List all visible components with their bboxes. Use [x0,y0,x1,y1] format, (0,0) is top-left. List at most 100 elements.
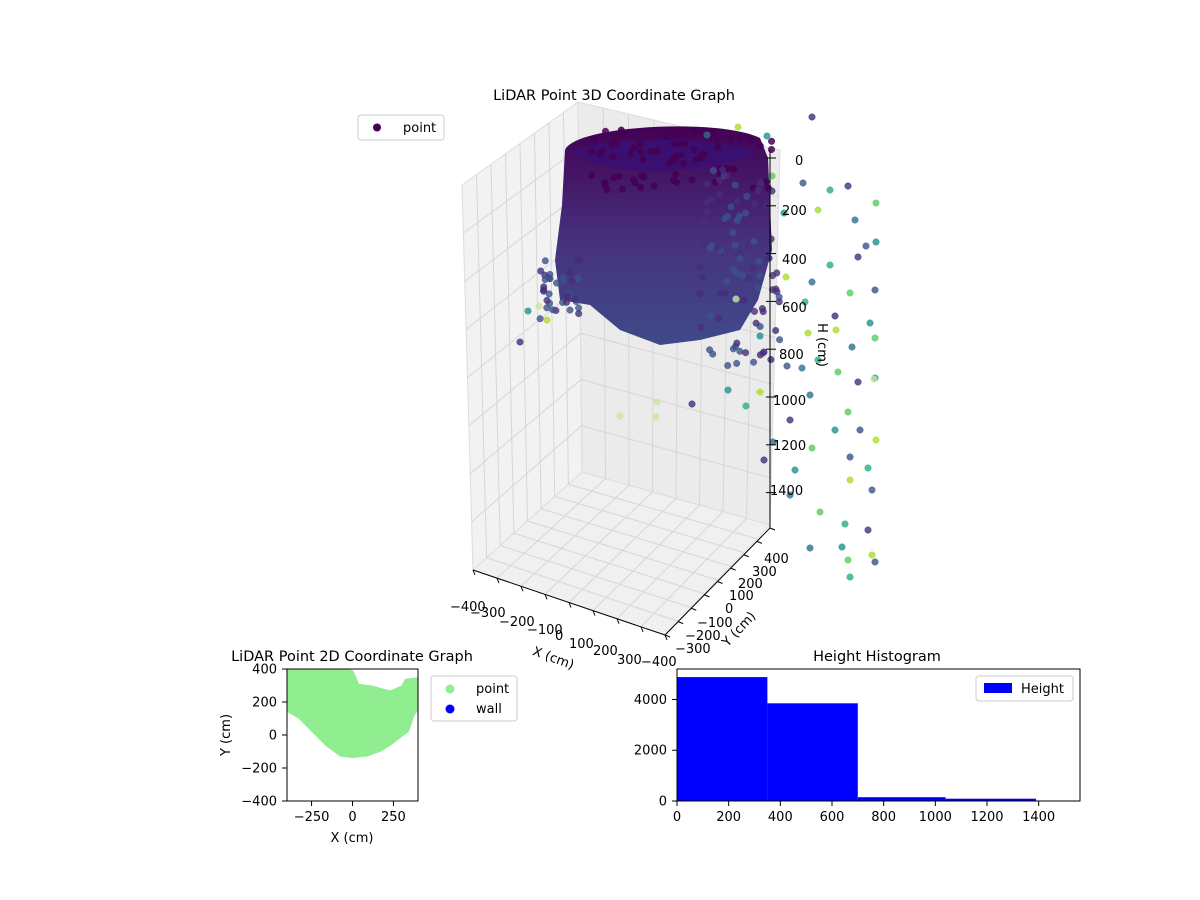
axes-frame-histogram [676,668,1081,802]
legend-label-point: point [403,121,436,136]
point-marker [750,307,759,315]
point-marker [767,235,775,243]
point-marker [871,334,879,342]
point-marker [742,209,750,217]
tick-mark [704,594,710,598]
legend-label-point: point [476,682,509,697]
point-marker [844,408,852,416]
point-marker [603,185,611,193]
point-marker [736,255,744,263]
point-marker [709,167,717,175]
point-marker [846,453,854,461]
point-marker [806,544,814,552]
point-marker [715,314,723,322]
point-marker [610,174,618,182]
y-tick: −200 [241,762,277,777]
point-marker [729,345,737,353]
point-marker [563,292,572,300]
x-tick: 400 [768,810,793,825]
point-region [287,669,418,759]
point-cloud-scatter [516,113,880,581]
x-tick: 100 [569,637,594,652]
point-marker [718,236,726,245]
point-marker [697,323,705,331]
point-marker [740,296,748,305]
point-marker [760,348,768,356]
y-tick: −400 [241,795,277,810]
tick-mark [544,594,548,600]
tick-mark [677,621,684,625]
point-marker [804,329,812,337]
plot-2d: LiDAR Point 2D Coordinate Graph −250 0 250… [219,649,518,846]
point-marker [553,279,561,287]
point-marker [872,199,880,207]
point-marker [591,135,599,143]
z-tick: 200 [782,204,807,219]
z-tick: 1000 [773,394,806,409]
point-marker [679,160,687,168]
point-marker [760,456,768,464]
y-tick: 300 [752,565,777,580]
point-marker [782,273,790,281]
legend-marker-point [373,123,381,132]
point-marker [691,127,699,135]
point-marker [808,278,816,286]
point-marker [637,148,645,156]
z-tick: 400 [782,253,807,268]
point-marker [630,144,638,152]
point-marker [872,436,880,444]
y-tick: −100 [697,616,733,631]
x-tick: −400 [450,600,486,615]
point-marker [763,132,771,140]
point-marker [846,476,854,484]
x-tick: 1400 [1022,810,1055,825]
x-tick: 0 [673,810,681,825]
point-marker [743,192,751,200]
y-tick: 400 [252,663,277,678]
point-marker [816,508,824,516]
point-marker [543,296,551,304]
point-marker [844,556,852,564]
ticks-3d [472,157,776,641]
point-marker [714,143,722,151]
tick-mark [616,618,620,624]
point-marker [715,176,724,184]
grid-line [592,504,700,611]
x-tick: 1000 [919,810,952,825]
point-marker [838,543,846,551]
x-tick: 800 [871,810,896,825]
point-marker [831,426,839,434]
tick-mark [664,634,668,641]
point-marker [721,214,729,223]
point-marker [637,172,645,180]
ticks-2d: −250 0 250 400 200 0 −200 −400 [241,663,406,826]
legend-histogram: Height [975,675,1074,702]
point-marker [700,217,709,225]
point-marker [672,170,680,178]
grid-line [581,425,772,479]
point-marker [758,305,766,313]
chart-title-2d: LiDAR Point 2D Coordinate Graph [231,649,473,665]
point-marker [680,129,688,137]
legend-box [357,114,445,141]
point-marker [872,238,880,246]
y-tick: −200 [685,629,721,644]
point-marker [618,185,626,193]
point-marker [601,127,610,135]
z-tick: 0 [795,154,803,169]
point-marker [851,216,859,224]
x-tick: −100 [527,623,563,638]
point-marker [698,154,706,162]
tick-mark [717,581,723,584]
point-marker [545,290,553,298]
legend-marker-point [445,684,455,694]
point-marker [738,229,746,237]
point-marker [516,338,524,346]
point-marker [767,145,776,154]
legend-marker-height [984,683,1012,693]
point-marker [677,151,685,159]
point-marker [673,178,681,186]
point-marker [609,153,617,161]
grid-line [471,425,582,523]
z-tick: 800 [779,348,804,363]
